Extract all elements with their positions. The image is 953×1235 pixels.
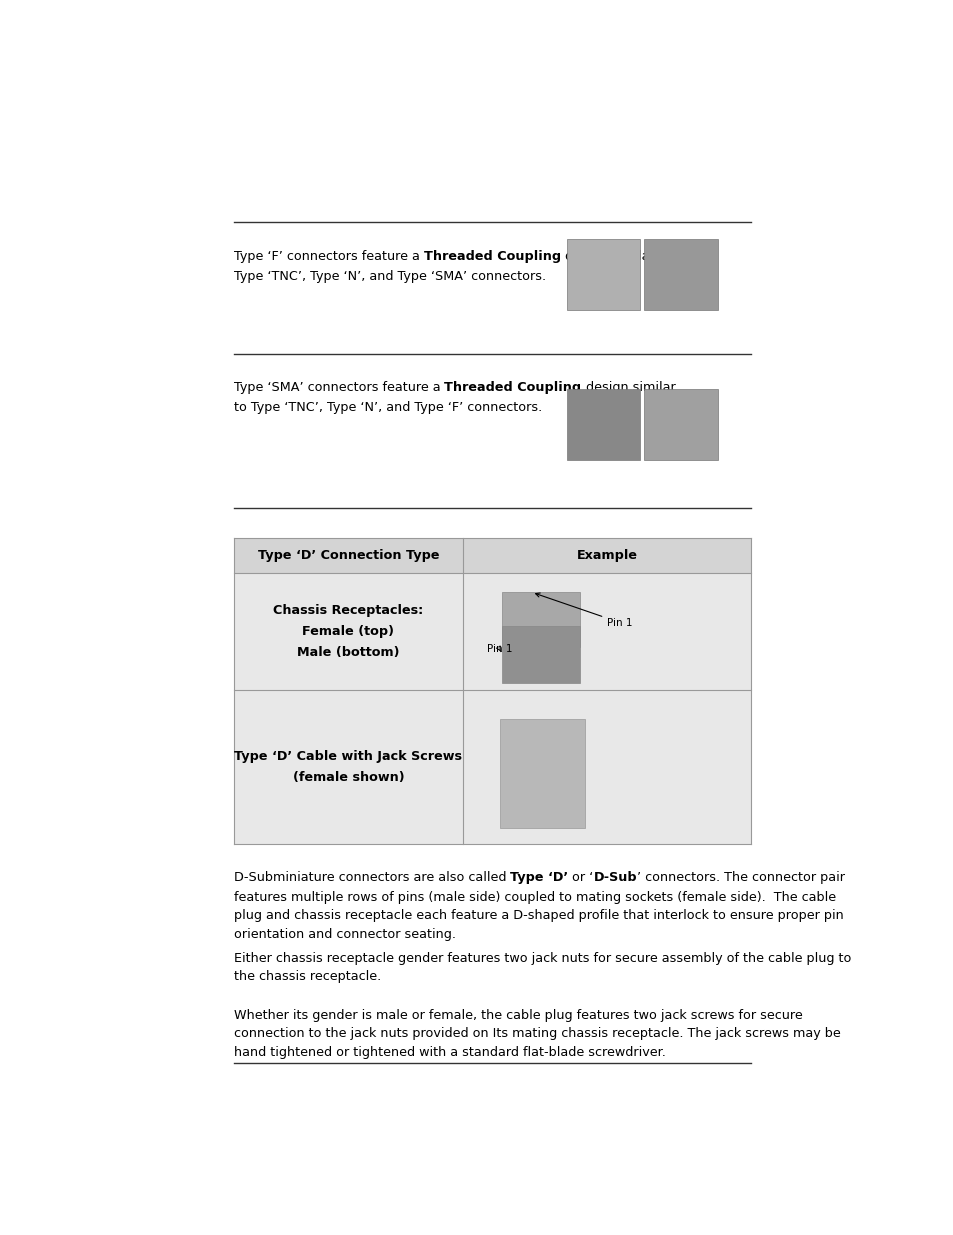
Bar xyxy=(233,538,751,573)
Text: Type ‘F’ connectors feature a: Type ‘F’ connectors feature a xyxy=(233,249,423,263)
Bar xyxy=(501,593,579,647)
Text: features multiple rows of pins (male side) coupled to mating sockets (female sid: features multiple rows of pins (male sid… xyxy=(233,890,842,941)
Text: ’ connectors. The connector pair: ’ connectors. The connector pair xyxy=(637,871,844,884)
Bar xyxy=(566,389,639,461)
Bar xyxy=(499,719,584,829)
Text: Threaded Coupling: Threaded Coupling xyxy=(444,382,581,394)
Text: Threaded Coupling: Threaded Coupling xyxy=(423,249,560,263)
Text: design similar to: design similar to xyxy=(560,249,671,263)
Text: Type ‘SMA’ connectors feature a: Type ‘SMA’ connectors feature a xyxy=(233,382,444,394)
Bar xyxy=(643,389,718,461)
Bar xyxy=(643,238,718,310)
Text: Type ‘D’: Type ‘D’ xyxy=(510,871,568,884)
Text: Type ‘D’ Cable with Jack Screws
(female shown): Type ‘D’ Cable with Jack Screws (female … xyxy=(234,751,462,784)
Text: Pin 1: Pin 1 xyxy=(535,593,632,627)
Text: or ‘: or ‘ xyxy=(568,871,593,884)
Bar xyxy=(233,690,751,845)
Bar xyxy=(501,626,579,683)
Text: Pin 1: Pin 1 xyxy=(486,645,512,655)
Text: Type ‘TNC’, Type ‘N’, and Type ‘SMA’ connectors.: Type ‘TNC’, Type ‘N’, and Type ‘SMA’ con… xyxy=(233,270,545,283)
Text: to Type ‘TNC’, Type ‘N’, and Type ‘F’ connectors.: to Type ‘TNC’, Type ‘N’, and Type ‘F’ co… xyxy=(233,401,541,414)
Text: Example: Example xyxy=(577,550,637,562)
Bar xyxy=(233,573,751,690)
Text: Type ‘D’ Connection Type: Type ‘D’ Connection Type xyxy=(257,550,438,562)
Text: Whether its gender is male or female, the cable plug features two jack screws fo: Whether its gender is male or female, th… xyxy=(233,1009,840,1058)
Text: Either chassis receptacle gender features two jack nuts for secure assembly of t: Either chassis receptacle gender feature… xyxy=(233,952,850,983)
Bar xyxy=(566,238,639,310)
Text: Chassis Receptacles:
Female (top)
Male (bottom): Chassis Receptacles: Female (top) Male (… xyxy=(274,604,423,659)
Text: D-Sub: D-Sub xyxy=(593,871,637,884)
Text: D-Subminiature connectors are also called: D-Subminiature connectors are also calle… xyxy=(233,871,510,884)
Text: design similar: design similar xyxy=(581,382,675,394)
